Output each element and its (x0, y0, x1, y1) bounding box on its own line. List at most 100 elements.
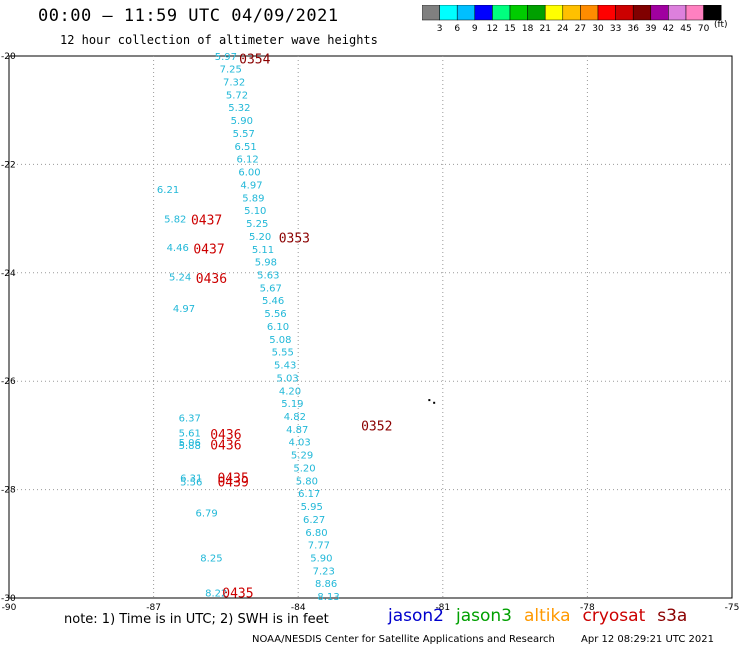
lon-tick-label: -75 (725, 603, 740, 613)
lat-tick-label: -28 (1, 486, 16, 496)
swh-value-label: 5.11 (252, 245, 274, 256)
swh-value-label: 5.97 (215, 52, 237, 63)
swh-value-label: 4.97 (173, 304, 195, 315)
swh-value-label: 5.06 (179, 438, 201, 449)
colorbar-tick-label: 3 (437, 24, 443, 34)
swh-value-label: 5.90 (310, 553, 332, 564)
colorbar-unit-label: (ft) (714, 20, 728, 30)
colorbar-tick-label: 12 (487, 24, 498, 34)
lon-tick-label: -90 (2, 603, 17, 613)
colorbar-tick-label: 18 (522, 24, 534, 34)
legend-entry-cryosat: cryosat (582, 606, 646, 626)
colorbar-tick-label: 33 (610, 24, 621, 34)
swh-value-label: 5.19 (281, 399, 303, 410)
island-marker (428, 399, 431, 402)
swh-value-label: 5.89 (242, 193, 264, 204)
swh-value-label: 6.17 (298, 489, 320, 500)
lon-tick-label: -81 (435, 603, 450, 613)
island-marker (433, 401, 436, 404)
swh-value-label: 8.86 (315, 579, 337, 590)
lon-tick-label: -84 (291, 603, 306, 613)
swh-value-label: 7.32 (223, 77, 245, 88)
pass-time-label: 0437 (191, 214, 222, 229)
lon-tick-label: -78 (580, 603, 595, 613)
swh-value-label: 8.22 (205, 589, 227, 600)
page-subtitle: 12 hour collection of altimeter wave hei… (60, 33, 378, 47)
map-frame (8, 55, 733, 599)
lat-tick-label: -20 (1, 52, 16, 62)
swh-value-label: 5.32 (228, 103, 250, 114)
swh-value-label: 5.88 (179, 441, 201, 452)
footer-note: note: 1) Time is in UTC; 2) SWH is in fe… (64, 612, 329, 627)
swh-value-label: 4.87 (286, 425, 308, 436)
swh-value-label: 5.03 (276, 373, 298, 384)
colorbar-tick-label: 27 (575, 24, 586, 34)
swh-value-label: 6.27 (303, 515, 325, 526)
lon-tick-label: -87 (146, 603, 161, 613)
swh-value-label: 6.12 (236, 154, 258, 165)
swh-value-label: 5.95 (301, 502, 323, 513)
swh-value-label: 5.82 (164, 215, 186, 226)
swh-value-label: 4.97 (240, 180, 262, 191)
swh-value-label: 6.79 (195, 508, 217, 519)
colorbar-tick-label: 70 (698, 24, 710, 34)
swh-value-label: 5.63 (257, 270, 279, 281)
colorbar-tick-label: 39 (645, 24, 657, 34)
swh-value-label: 5.20 (293, 463, 315, 474)
colorbar-tick-label: 6 (454, 24, 460, 34)
colorbar-tick-label: 45 (680, 24, 691, 34)
colorbar-tick-label: 21 (539, 24, 550, 34)
pass-time-label: 0436 (210, 439, 241, 454)
lat-tick-label: -22 (1, 160, 16, 170)
swh-value-label: 8.25 (200, 553, 222, 564)
lat-tick-label: -26 (1, 377, 16, 387)
swh-value-label: 5.80 (296, 476, 318, 487)
colorbar-tick-label: 42 (663, 24, 674, 34)
swh-value-label: 5.25 (246, 219, 268, 230)
swh-value-label: 5.72 (226, 90, 248, 101)
footer-timestamp: Apr 12 08:29:21 UTC 2021 (581, 634, 714, 645)
colorbar-tick-label: 15 (504, 24, 515, 34)
satellite-legend: jason2 jason3 altika cryosat s3a (388, 606, 699, 626)
swh-value-label: 5.57 (233, 129, 255, 140)
lat-tick-label: -30 (1, 594, 16, 604)
pass-time-label: 0439 (217, 475, 248, 490)
lat-tick-label: -24 (1, 269, 16, 279)
swh-value-label: 4.03 (289, 437, 311, 448)
footer-credit: NOAA/NESDIS Center for Satellite Applica… (252, 634, 555, 645)
legend-entry-altika: altika (524, 606, 571, 626)
swh-value-label: 7.77 (308, 540, 330, 551)
pass-time-label: 0353 (279, 232, 310, 247)
swh-value-label: 6.00 (238, 167, 260, 178)
swh-value-label: 4.20 (279, 386, 301, 397)
swh-value-label: 5.10 (244, 206, 266, 217)
legend-entry-jason2: jason2 (388, 606, 444, 626)
pass-time-label: 0435 (217, 472, 248, 487)
swh-value-label: 5.61 (179, 429, 201, 440)
swh-value-label: 5.98 (255, 257, 277, 268)
swh-value-label: 4.46 (167, 243, 189, 254)
swh-value-label: 7.23 (313, 566, 335, 577)
swh-value-label: 5.90 (231, 116, 253, 127)
colorbar-tick-label: 36 (627, 24, 639, 34)
colorbar-tick-label: 24 (557, 24, 569, 34)
swh-value-label: 6.31 (180, 474, 202, 485)
swh-value-label: 5.56 (264, 309, 286, 320)
swh-value-label: 5.08 (269, 335, 291, 346)
page-title: 00:00 — 11:59 UTC 04/09/2021 (38, 6, 339, 26)
swh-value-label: 5.43 (274, 360, 296, 371)
colorbar: 3 6 9 12 15 18 21 24 27 30 33 36 39 42 45 70 (422, 5, 722, 34)
swh-value-label: 5.46 (262, 296, 284, 307)
pass-time-label: 0435 (222, 587, 253, 602)
swh-value-label: 6.51 (235, 142, 257, 153)
pass-time-label: 0354 (239, 53, 270, 68)
swh-value-label: 7.25 (220, 64, 242, 75)
swh-value-label: 8.13 (317, 592, 339, 603)
swh-value-label: 5.24 (169, 273, 191, 284)
swh-value-label: 6.37 (179, 414, 201, 425)
pass-time-label: 0352 (361, 420, 392, 435)
swh-value-label: 4.82 (284, 412, 306, 423)
legend-entry-s3a: s3a (657, 606, 688, 626)
legend-entry-jason3: jason3 (456, 606, 512, 626)
